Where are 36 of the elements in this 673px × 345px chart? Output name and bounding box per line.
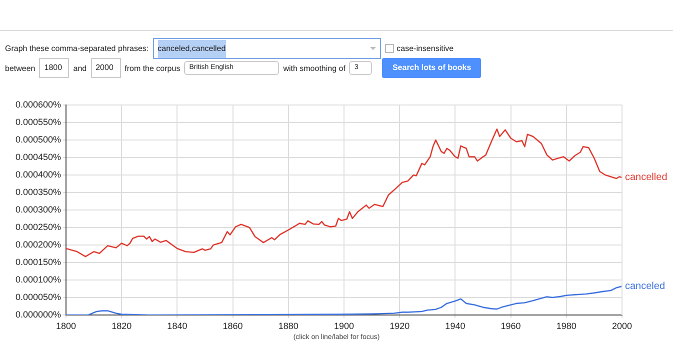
text: Search lots of books	[382, 58, 482, 78]
text: between	[5, 64, 36, 72]
y-tick-label: 0.000400%	[15, 169, 61, 180]
text: case-insensitive	[396, 44, 454, 53]
y-tick-label: 0.000300%	[15, 204, 61, 214]
x-tick-label: 1840	[167, 320, 188, 331]
y-tick-label: 0.000150%	[15, 256, 61, 267]
series-label: cancelled	[625, 172, 668, 184]
y-tick-label: 0.000250%	[15, 222, 61, 232]
x-tick-label: 1860	[222, 320, 243, 331]
x-tick-label: 1820	[112, 320, 132, 331]
text: Graph these comma-separated phrases:	[5, 44, 149, 53]
x-tick-label: 1900	[334, 320, 354, 331]
x-tick-label: 1960	[500, 320, 521, 331]
y-tick-label: 0.000000%	[15, 309, 61, 320]
y-tick-label: 0.000050%	[15, 292, 61, 302]
x-tick-label: 1800	[56, 320, 76, 331]
x-tick-label: 1920	[390, 320, 410, 331]
text: with smoothing of	[283, 64, 346, 72]
y-tick-label: 0.000450%	[15, 152, 61, 162]
text: 2000	[90, 58, 121, 78]
y-tick-label: 0.000350%	[15, 186, 61, 197]
text: 1800	[39, 58, 70, 78]
text: and	[73, 64, 87, 72]
x-tick-label: 1880	[278, 320, 298, 331]
text: canceled,cancelled	[158, 40, 226, 58]
y-tick-label: 0.000500%	[15, 134, 61, 144]
series-label: canceled	[625, 281, 666, 292]
y-tick-label: 0.000550%	[15, 116, 61, 127]
x-tick-label: 2000	[612, 320, 632, 331]
y-tick-label: 0.000600%	[15, 99, 61, 110]
x-tick-label: 1940	[445, 320, 466, 331]
y-tick-label: 0.000100%	[15, 274, 61, 284]
text: from the corpus	[124, 64, 180, 72]
x-tick-label: 1980	[556, 320, 576, 331]
y-tick-label: 0.000200%	[15, 239, 61, 250]
